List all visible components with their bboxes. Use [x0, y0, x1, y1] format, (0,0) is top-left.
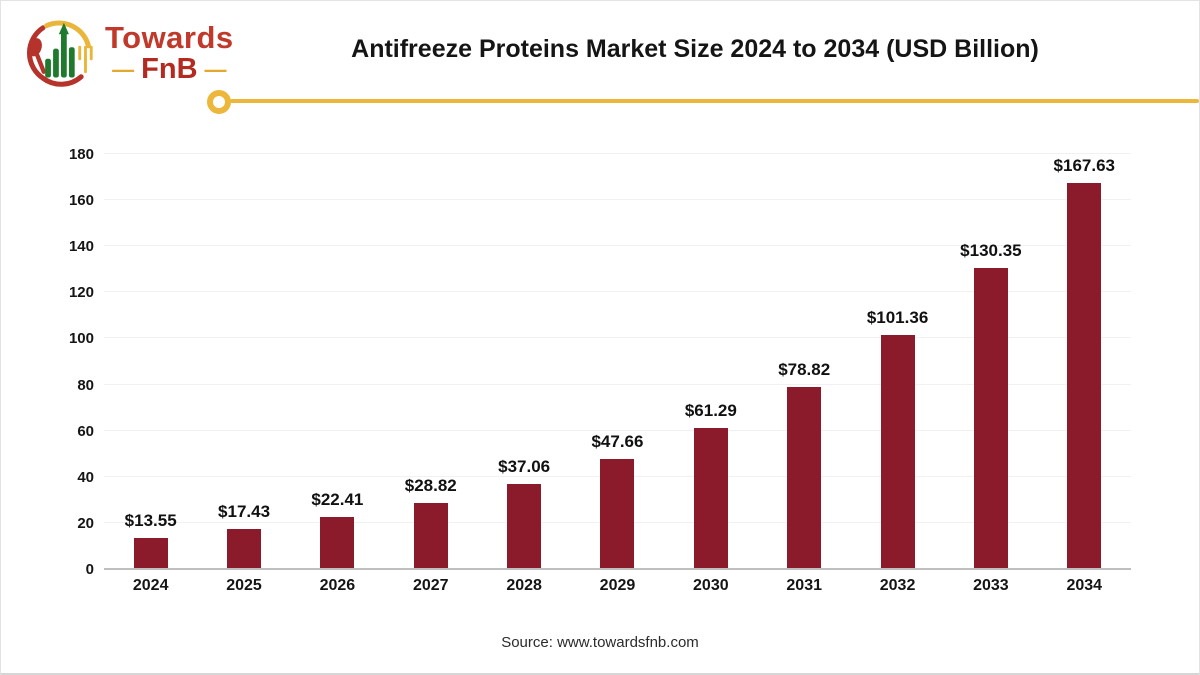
towardsfnb-logo: Towards — FnB — [25, 17, 234, 89]
bar-value-label-2024: $13.55 [124, 510, 177, 530]
x-tick-label-2033: 2033 [973, 577, 1009, 594]
bar-2024 [133, 537, 168, 569]
y-axis-tick-labels: 0 20 40 60 80 100 120 140 160 180 [1, 146, 94, 578]
bar-value-label-2030: $61.29 [684, 400, 737, 420]
bar-slot-2030: $61.29 [664, 154, 757, 569]
bar-2025 [227, 528, 262, 569]
source-attribution: Source: www.towardsfnb.com [501, 634, 699, 651]
x-axis-baseline [104, 568, 1131, 570]
bar-value-label-2026: $22.41 [311, 490, 364, 510]
x-tick-label-2030: 2030 [693, 577, 729, 594]
x-tick-label-2027: 2027 [412, 577, 449, 594]
bar-slot-2031: $78.82 [758, 154, 851, 569]
gridline-180 [104, 153, 1131, 154]
x-tick-label-2034: 2034 [1066, 577, 1103, 594]
x-tick-label-2026: 2026 [319, 577, 356, 594]
chart-title: Antifreeze Proteins Market Size 2024 to … [351, 35, 1039, 63]
towardsfnb-logo-text: Towards — FnB — [105, 22, 234, 84]
x-tick-label-2031: 2031 [786, 577, 822, 594]
bar-slot-2032: $101.36 [851, 154, 944, 569]
bar-value-label-2025: $17.43 [218, 501, 271, 521]
bar-2032 [880, 335, 915, 569]
bar-slot-2024: $13.55 [104, 154, 197, 569]
bar-slot-2033: $130.35 [944, 154, 1037, 569]
logo-towards-text: Towards [105, 20, 234, 55]
y-tick-label-80: 80 [77, 376, 94, 394]
y-tick-label-40: 40 [77, 468, 94, 486]
x-axis-tick-labels: 2024 2025 2026 2027 2028 2029 2030 2031 2032 2033… [104, 577, 1131, 595]
x-tick-label-2032: 2032 [879, 577, 916, 594]
gridline-60 [104, 429, 1131, 431]
y-tick-label-0: 0 [85, 561, 94, 578]
y-tick-label-140: 140 [68, 238, 94, 256]
gridline-100 [104, 337, 1131, 339]
gridline-80 [104, 383, 1131, 385]
bar-chart-plot-area: $13.55 $17.43 $22.41 $28.82 $37.06 $47.66 $61.… [104, 153, 1131, 570]
bar-value-label-2031: $78.82 [778, 360, 831, 380]
logo-fnb-text: — FnB — [105, 55, 234, 84]
y-tick-label-20: 20 [77, 514, 94, 532]
x-tick-label-2025: 2025 [226, 577, 262, 594]
bar-value-label-2033: $130.35 [960, 241, 1022, 261]
y-tick-label-160: 160 [68, 192, 94, 210]
bar-slot-2027: $28.82 [384, 154, 477, 569]
bar-2030 [693, 427, 728, 569]
bar-2033 [973, 268, 1008, 569]
bar-2034 [1067, 182, 1102, 569]
gridline-120 [104, 291, 1131, 293]
y-tick-label-120: 120 [68, 284, 94, 302]
logo-dash-left: — [112, 56, 135, 82]
bar-2026 [320, 517, 355, 569]
bar-2028 [507, 483, 542, 569]
bar-value-label-2029: $47.66 [591, 432, 644, 452]
bar-slot-2034: $167.63 [1038, 154, 1131, 569]
bar-value-label-2028: $37.06 [498, 456, 551, 476]
bar-value-label-2027: $28.82 [404, 475, 457, 495]
bar-slot-2025: $17.43 [197, 154, 290, 569]
y-tick-label-180: 180 [68, 146, 94, 163]
bar-2029 [600, 459, 635, 569]
bar-value-label-2034: $167.63 [1053, 155, 1115, 175]
yellow-divider-line [230, 99, 1199, 103]
y-tick-label-60: 60 [77, 422, 94, 440]
y-tick-label-100: 100 [68, 330, 94, 348]
gridline-140 [104, 245, 1131, 247]
bar-value-label-2032: $101.36 [866, 308, 929, 328]
bars-row: $13.55 $17.43 $22.41 $28.82 $37.06 $47.66 $61.… [104, 154, 1131, 569]
bar-slot-2026: $22.41 [291, 154, 384, 569]
x-tick-label-2024: 2024 [132, 577, 169, 594]
logo-dash-right: — [204, 56, 227, 82]
bar-slot-2028: $37.06 [477, 154, 570, 569]
x-tick-label-2028: 2028 [506, 577, 542, 594]
yellow-divider-ring-icon [207, 90, 231, 114]
x-tick-label-2029: 2029 [599, 577, 636, 594]
gridline-160 [104, 199, 1131, 201]
logo-fnb-label: FnB [141, 53, 198, 85]
bar-2027 [413, 502, 448, 569]
towardsfnb-logo-icon [26, 20, 93, 87]
bar-slot-2029: $47.66 [571, 154, 664, 569]
bar-2031 [787, 387, 822, 569]
